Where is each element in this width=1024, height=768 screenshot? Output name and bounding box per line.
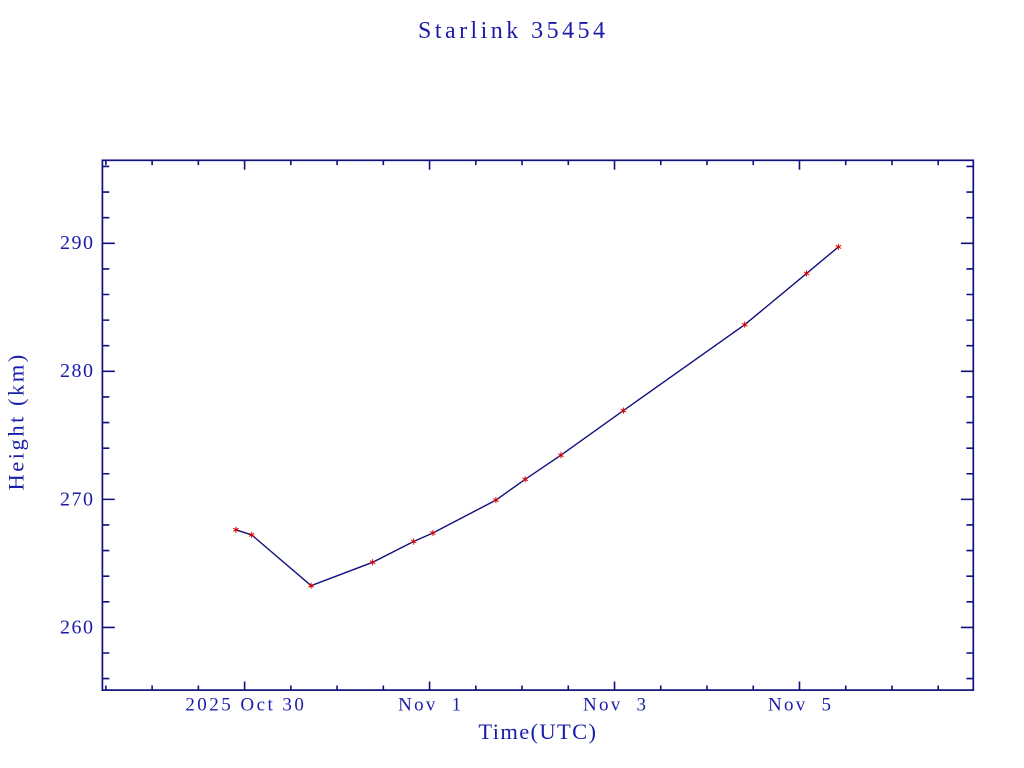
svg-text:Nov 3: Nov 3 bbox=[583, 694, 646, 715]
svg-text:280: 280 bbox=[60, 360, 93, 382]
svg-text:2025 Oct 30: 2025 Oct 30 bbox=[185, 694, 304, 715]
svg-text:Nov 5: Nov 5 bbox=[768, 694, 831, 715]
svg-text:290: 290 bbox=[60, 232, 93, 254]
svg-text:260: 260 bbox=[60, 616, 93, 638]
svg-text:Nov 1: Nov 1 bbox=[398, 694, 461, 715]
svg-text:Height (km): Height (km) bbox=[4, 355, 29, 491]
svg-text:Starlink 35454: Starlink 35454 bbox=[418, 18, 605, 44]
svg-text:Time(UTC): Time(UTC) bbox=[478, 719, 596, 744]
svg-text:270: 270 bbox=[60, 488, 93, 510]
